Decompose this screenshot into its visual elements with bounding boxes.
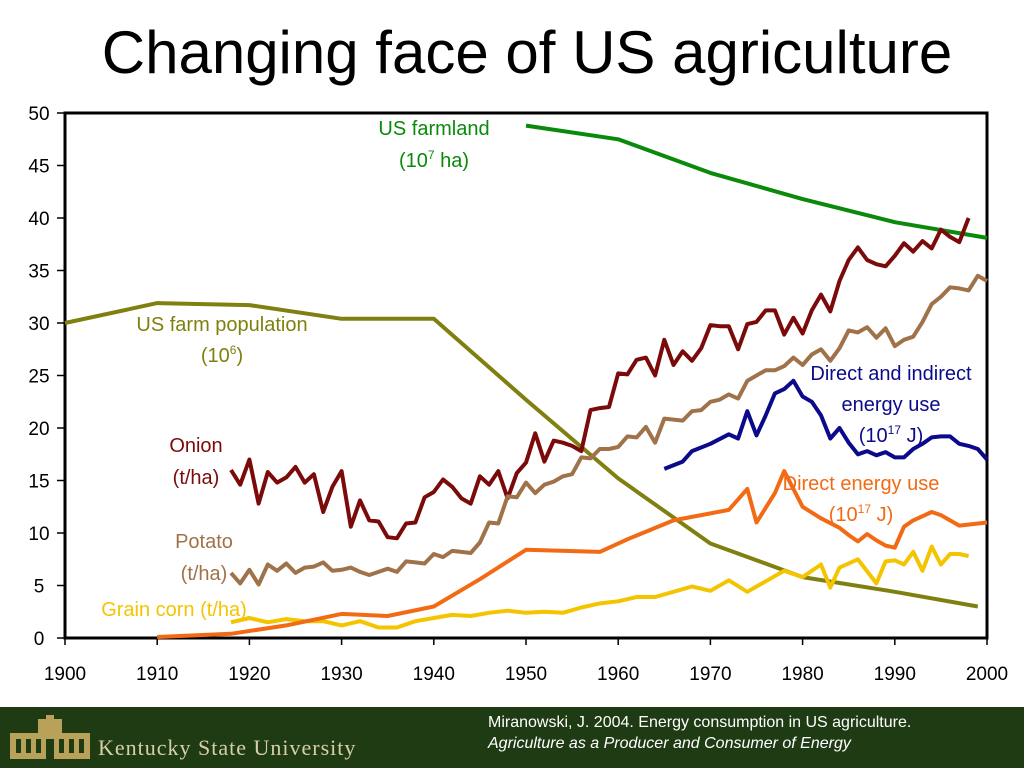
- y-tick-label: 5: [34, 577, 45, 598]
- series-lines: [64, 123, 989, 639]
- line-chart: 1900 1910 1920 1930 1940 1950 1960 1970 1980 1990…: [28, 104, 1008, 685]
- axis-ticks: 1900 1910 1920 1930 1940 1950 1960 1970 1980 1990…: [28, 104, 1008, 685]
- total-energy-line: [663, 378, 989, 471]
- slide-title: Changing face of US agriculture: [101, 19, 953, 86]
- x-tick-label: 1910: [136, 664, 178, 685]
- label-direct-energy-line2: (1017 J): [829, 502, 893, 526]
- label-potato-line1: Potato: [175, 531, 233, 553]
- x-tick-label: 2000: [966, 664, 1008, 685]
- y-tick-label: 25: [28, 367, 49, 388]
- label-total-energy-line3: (1017 J): [859, 423, 923, 447]
- y-tick-label: 45: [28, 157, 49, 178]
- y-tick-label: 10: [28, 524, 49, 545]
- y-tick-label: 20: [28, 419, 49, 440]
- x-tick-label: 1950: [505, 664, 547, 685]
- label-total-energy-line1: Direct and indirect: [810, 363, 972, 385]
- label-farmland-line1: US farmland: [378, 118, 489, 140]
- farmland-line: [525, 123, 988, 240]
- label-potato-line2: (t/ha): [181, 563, 228, 585]
- footer-bar: Kentucky State University: [0, 707, 1024, 768]
- label-farm-population-line2: (106): [201, 343, 243, 367]
- label-grain-corn: Grain corn (t/ha): [101, 599, 247, 621]
- label-direct-energy-line1: Direct energy use: [783, 473, 940, 495]
- citation-line-2: Agriculture as a Producer and Consumer o…: [488, 735, 851, 752]
- label-onion-line2: (t/ha): [173, 467, 220, 489]
- series-labels: US farmland (107 ha) US farm population …: [101, 118, 972, 621]
- label-farm-population-line1: US farm population: [136, 314, 307, 336]
- citation-line-1: Miranowski, J. 2004. Energy consumption …: [488, 714, 912, 731]
- y-tick-label: 35: [28, 262, 49, 283]
- grain-corn-line: [230, 544, 970, 630]
- university-building-icon: [10, 715, 90, 759]
- x-tick-label: 1920: [228, 664, 270, 685]
- y-tick-label: 15: [28, 472, 49, 493]
- x-tick-label: 1990: [874, 664, 916, 685]
- x-tick-label: 1900: [44, 664, 86, 685]
- potato-line: [229, 273, 988, 587]
- x-tick-label: 1960: [597, 664, 639, 685]
- y-tick-label: 30: [28, 314, 49, 335]
- citation: Miranowski, J. 2004. Energy consumption …: [488, 712, 1018, 754]
- y-tick-label: 0: [34, 629, 45, 650]
- university-name: Kentucky State University: [98, 735, 357, 760]
- x-tick-label: 1940: [413, 664, 455, 685]
- direct-energy-line: [157, 469, 988, 639]
- x-tick-label: 1930: [320, 664, 362, 685]
- x-tick-label: 1980: [781, 664, 823, 685]
- x-tick-label: 1970: [689, 664, 731, 685]
- onion-line: [229, 217, 971, 541]
- label-onion-line1: Onion: [169, 435, 222, 457]
- y-tick-label: 40: [28, 209, 49, 230]
- label-total-energy-line2: energy use: [842, 394, 941, 416]
- label-farmland-line2: (107 ha): [399, 148, 469, 172]
- y-tick-label: 50: [28, 104, 49, 125]
